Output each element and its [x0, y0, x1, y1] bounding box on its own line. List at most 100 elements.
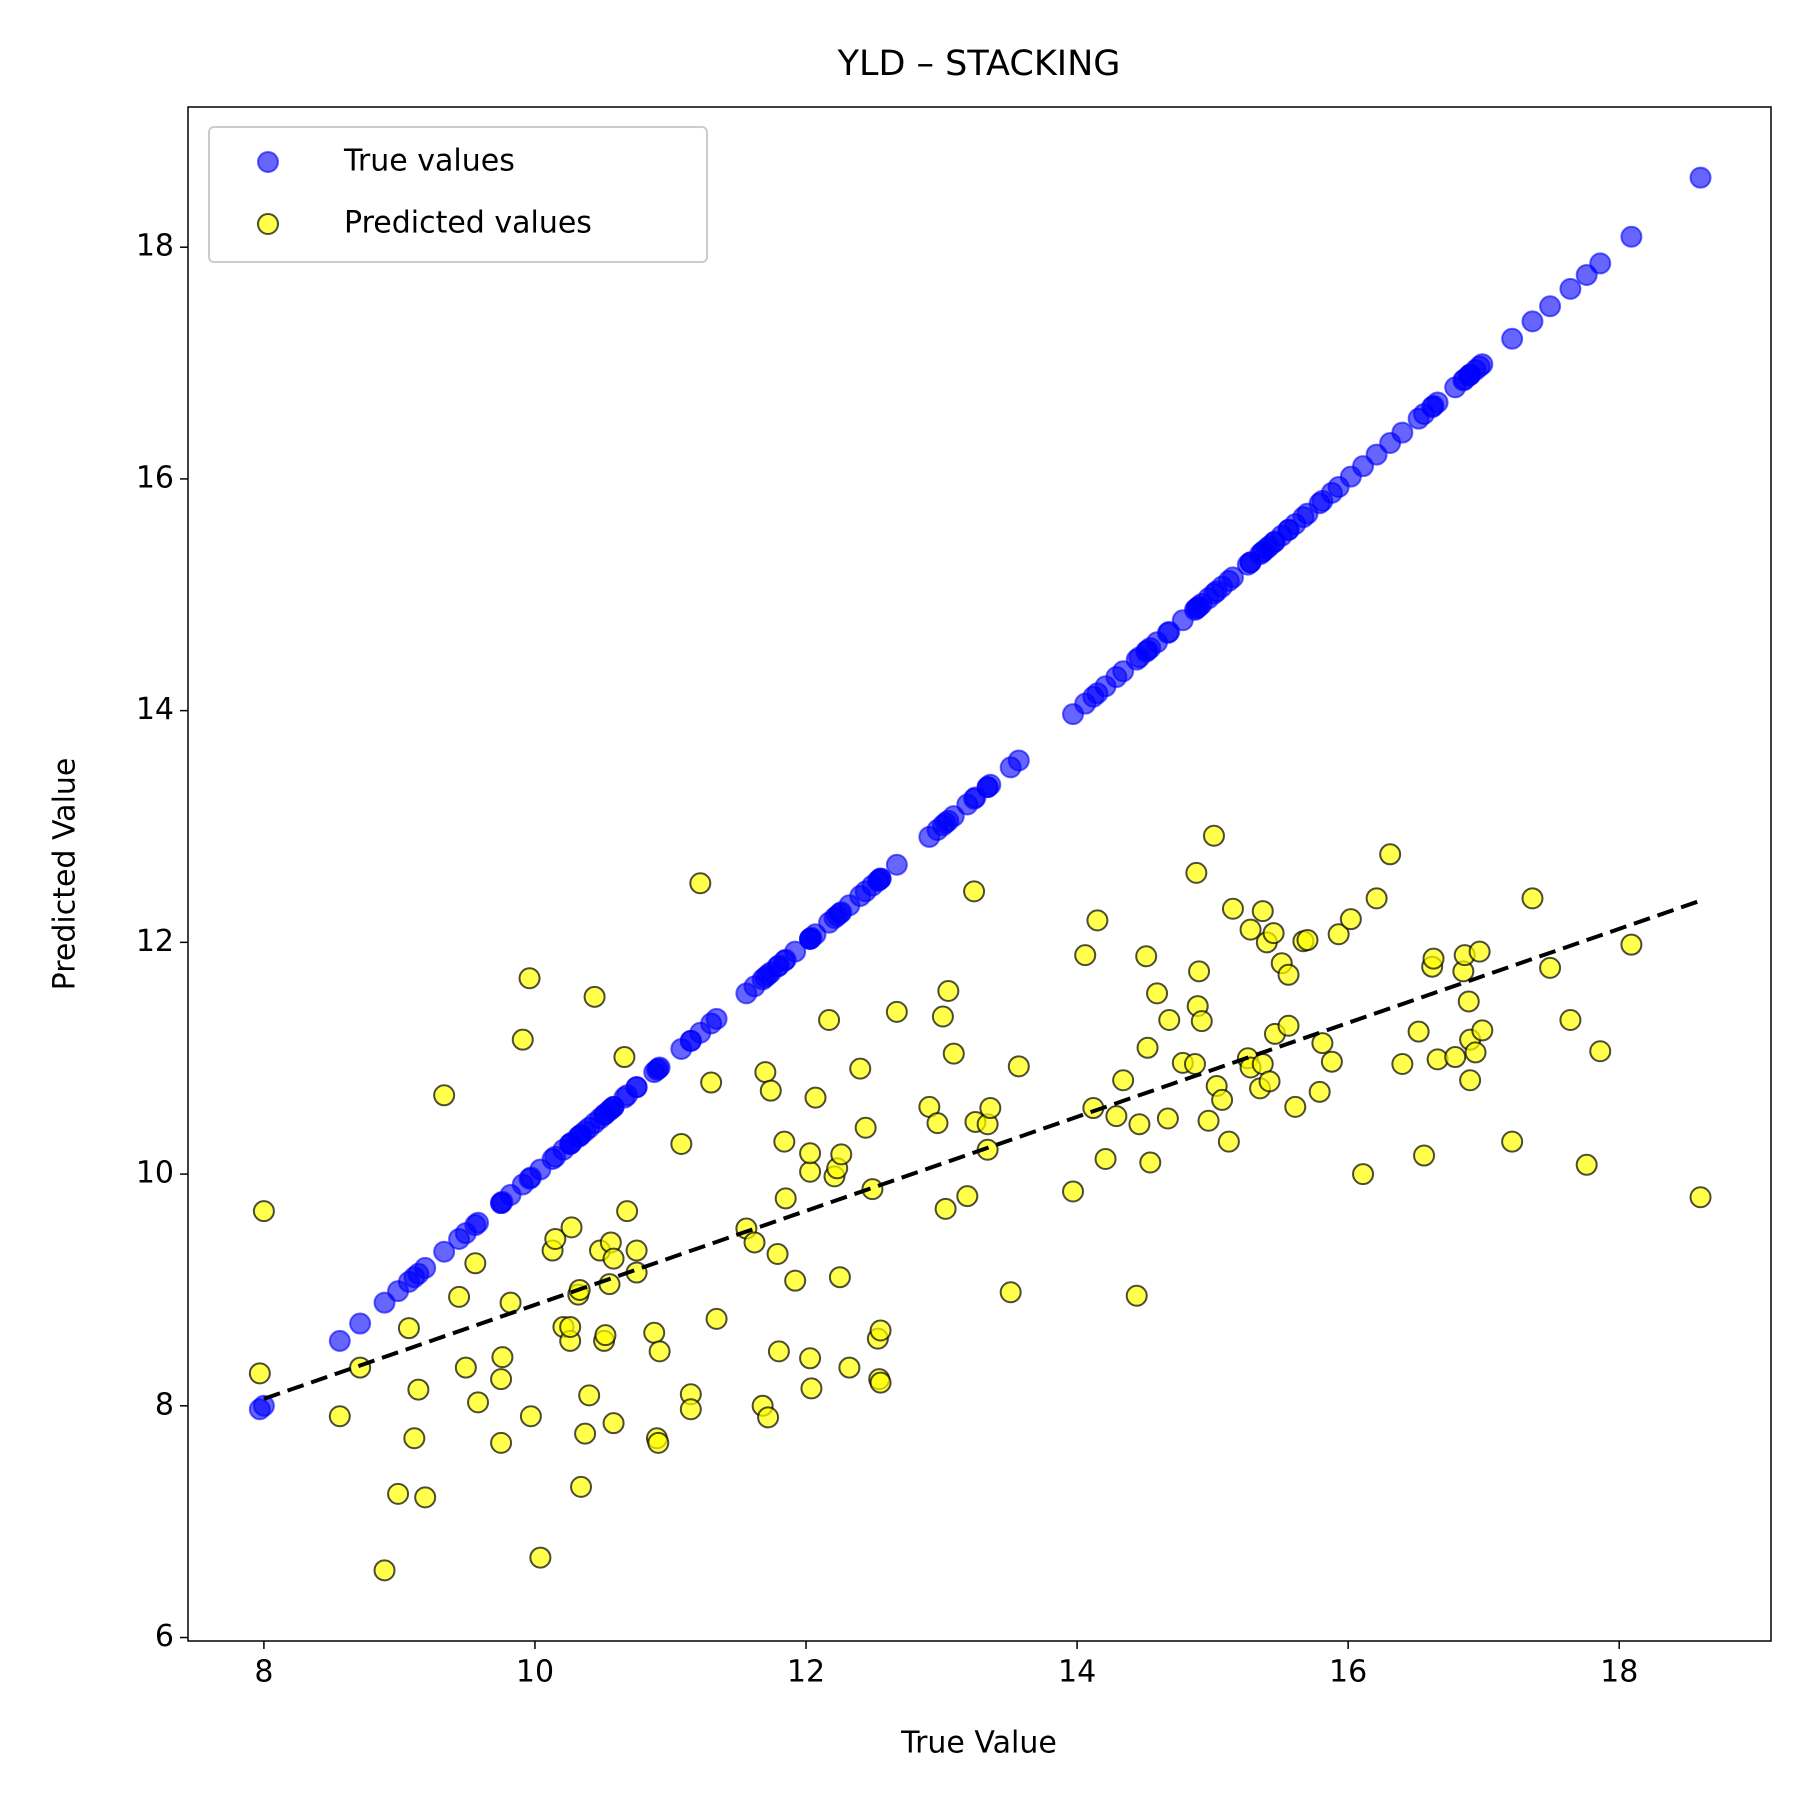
x-axis-label: True Value	[900, 1726, 1057, 1761]
scatter-point	[1444, 1046, 1467, 1069]
scatter-point	[1391, 1053, 1414, 1076]
scatter-point	[1136, 1036, 1159, 1059]
scatter-point	[799, 1142, 822, 1165]
scatter-point	[679, 1398, 702, 1421]
scatter-point	[518, 967, 541, 990]
chart-title: YLD – STACKING	[837, 44, 1121, 84]
scatter-point	[1521, 310, 1544, 333]
scatter-point	[818, 1008, 841, 1031]
scatter-point	[767, 1340, 790, 1363]
scatter-point	[454, 1356, 477, 1379]
scatter-point	[1221, 566, 1244, 589]
scatter-point	[414, 1256, 437, 1279]
scatter-point	[1471, 1019, 1494, 1042]
scatter-point	[1146, 982, 1169, 1005]
scatter-point	[519, 1405, 542, 1428]
scatter-point	[885, 853, 908, 876]
scatter-point	[670, 1132, 693, 1155]
scatter-point	[999, 1281, 1022, 1304]
scatter-point	[1086, 909, 1109, 932]
scatter-point	[583, 985, 606, 1008]
legend-marker	[257, 151, 279, 173]
scatter-point	[1062, 1180, 1085, 1203]
scatter-point	[433, 1240, 456, 1263]
scatter-point	[349, 1312, 372, 1335]
y-tick-label: 8	[155, 1387, 174, 1422]
scatter-point	[1539, 295, 1562, 318]
scatter-point	[869, 867, 892, 890]
y-tick-label: 14	[136, 692, 174, 727]
scatter-point	[1539, 956, 1562, 979]
x-tick-label: 8	[254, 1655, 273, 1690]
scatter-point	[800, 1377, 823, 1400]
scatter-point	[403, 1427, 426, 1450]
scatter-point	[759, 1079, 782, 1102]
y-tick-label: 16	[136, 460, 174, 495]
scatter-point	[1391, 421, 1414, 444]
scatter-point	[625, 1076, 648, 1099]
scatter-point	[849, 1057, 872, 1080]
scatter-point	[1211, 1088, 1234, 1111]
legend-box	[208, 126, 708, 263]
scatter-point	[616, 1200, 639, 1223]
scatter-point	[830, 1143, 853, 1166]
scatter-point	[1284, 1095, 1307, 1118]
x-tick-label: 14	[1058, 1655, 1096, 1690]
scatter-point	[1239, 918, 1262, 941]
y-tick-label: 6	[155, 1619, 174, 1654]
scatter-point	[387, 1482, 410, 1505]
scatter-point	[1413, 1144, 1436, 1167]
scatter-point	[869, 1371, 892, 1394]
scatter-point	[328, 1329, 351, 1352]
scatter-point	[1074, 944, 1097, 967]
scatter-point	[625, 1239, 648, 1262]
scatter-point	[602, 1412, 625, 1435]
scatter-point	[560, 1216, 583, 1239]
scatter-point	[1188, 960, 1211, 983]
legend-label: True values	[343, 144, 515, 179]
scatter-point	[1183, 1053, 1206, 1076]
scatter-point	[1459, 1069, 1482, 1092]
plot-frame	[187, 106, 1772, 1642]
scatter-point	[1308, 1080, 1331, 1103]
scatter-point	[1559, 277, 1582, 300]
scatter-point	[956, 1185, 979, 1208]
legend-label: Predicted values	[344, 206, 592, 241]
scatter-point	[328, 1405, 351, 1428]
scatter-point	[1128, 1113, 1151, 1136]
scatter-point	[648, 1340, 671, 1363]
scatter-point	[931, 1005, 954, 1028]
y-tick-label: 10	[136, 1156, 174, 1191]
scatter-point	[934, 1197, 957, 1220]
scatter-point	[544, 1227, 567, 1250]
scatter-point	[490, 1431, 513, 1454]
scatter-point	[1559, 1008, 1582, 1031]
scatter-point	[1105, 1105, 1128, 1128]
scatter-point	[648, 1056, 671, 1079]
scatter-point	[1262, 922, 1285, 945]
legend-marker	[257, 213, 279, 235]
scatter-point	[511, 1028, 534, 1051]
scatter-point	[433, 1084, 456, 1107]
scatter-point	[1135, 945, 1158, 968]
scatter-point	[529, 1546, 552, 1569]
scatter-point	[467, 1211, 490, 1234]
scatter-point	[578, 1384, 601, 1407]
scatter-point	[1407, 1020, 1430, 1043]
scatter-point	[1112, 1069, 1135, 1092]
scatter-point	[387, 1280, 410, 1303]
scatter-point	[1468, 940, 1491, 963]
scatter-point	[885, 1000, 908, 1023]
scatter-point	[643, 1321, 666, 1344]
scatter-point	[1277, 963, 1300, 986]
scatter-point	[689, 872, 712, 895]
scatter-point	[754, 1061, 777, 1084]
scatter-point	[1501, 327, 1524, 350]
scatter-point	[828, 1266, 851, 1289]
scatter-point	[559, 1316, 582, 1339]
y-tick-label: 12	[136, 924, 174, 959]
scatter-point	[1296, 929, 1319, 952]
scatter-point	[1217, 1130, 1240, 1153]
scatter-point	[490, 1368, 513, 1391]
